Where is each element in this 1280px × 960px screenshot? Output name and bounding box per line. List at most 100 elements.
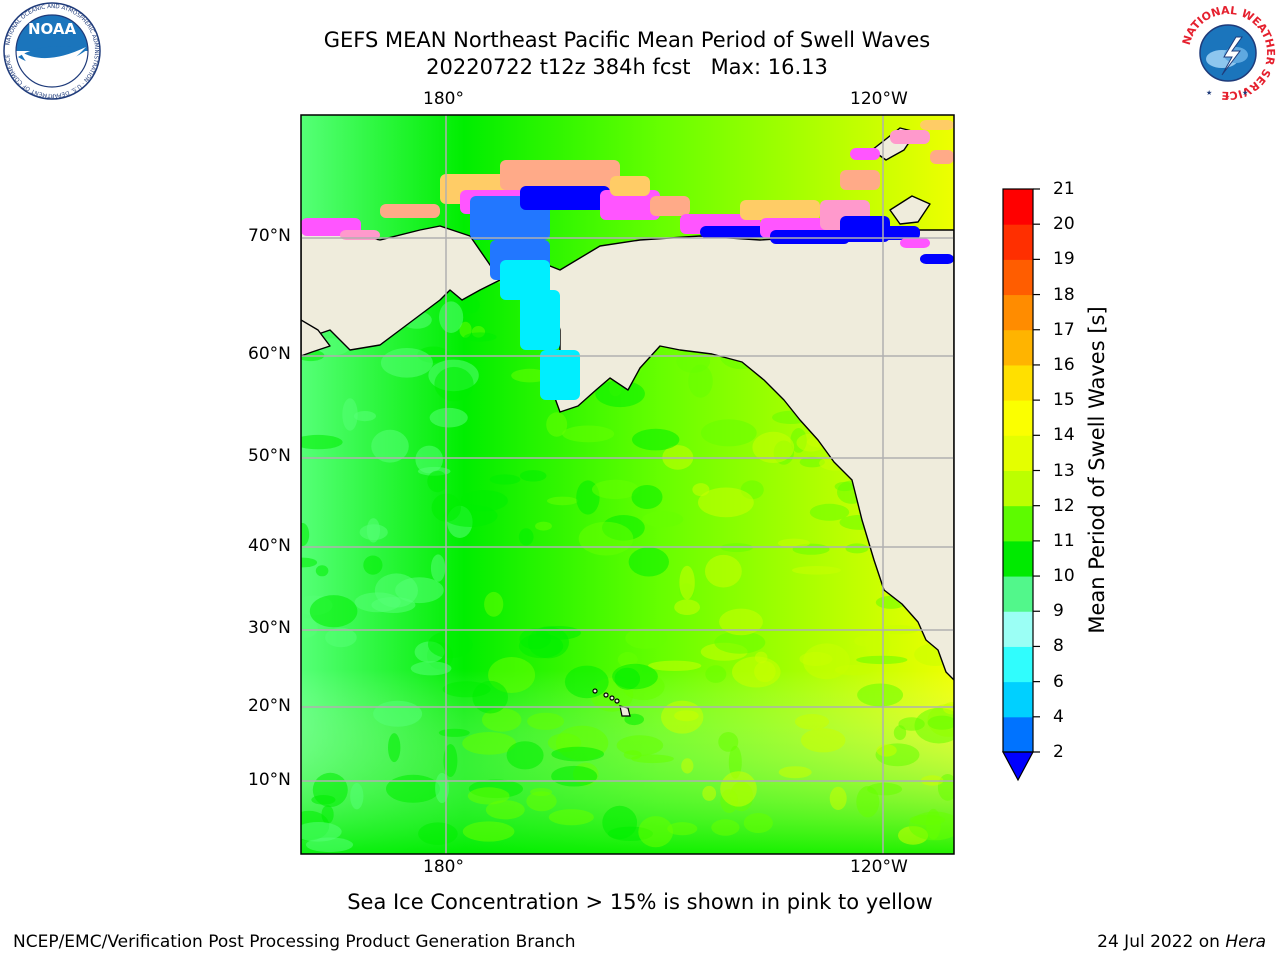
ocean-patch (865, 625, 891, 661)
colorbar-segment (1003, 540, 1033, 577)
ocean-patch (551, 746, 604, 762)
footer-date-text: 24 Jul 2022 on (1097, 932, 1226, 952)
ocean-patch (778, 766, 812, 779)
ocean-patch (834, 481, 855, 492)
colorbar-tick-label: 20 (1053, 214, 1075, 235)
ocean-patch (484, 591, 504, 617)
ocean-patch (711, 819, 740, 836)
colorbar-segment (1003, 259, 1033, 296)
ocean-patch (443, 504, 498, 527)
lat-label-60n: 60°N (248, 344, 291, 364)
colorbar-tick-label: 13 (1053, 460, 1075, 481)
ocean-patch (732, 656, 781, 688)
colorbar-segment (1003, 400, 1033, 436)
ocean-patch (350, 783, 364, 810)
ocean-patch (857, 683, 904, 707)
ocean-patch (427, 630, 473, 659)
ocean-patch (638, 816, 674, 848)
ocean-patch (718, 732, 739, 752)
ocean-patch (719, 608, 763, 636)
colorbar-extend-min (1001, 751, 1035, 782)
ocean-patch (353, 411, 376, 422)
ocean-patch (876, 744, 897, 757)
ocean-patch (427, 470, 448, 493)
footer-host: Hera (1225, 932, 1266, 952)
lat-label-30n: 30°N (248, 618, 291, 638)
ocean-patch (459, 321, 472, 338)
lon-label-bottom-120w: 120°W (850, 857, 908, 877)
sea-ice-patch (700, 226, 770, 238)
ocean-patch (481, 708, 522, 732)
land-arctic-islands-2 (889, 195, 931, 225)
ocean-patch (518, 528, 534, 546)
sea-ice-patch (920, 254, 954, 264)
ocean-patch (794, 714, 830, 730)
ocean-patch (714, 631, 766, 654)
ocean-patch (681, 758, 694, 774)
sea-ice-patch (890, 130, 930, 144)
ocean-patch (462, 821, 515, 842)
ocean-patch (301, 822, 342, 842)
ocean-patch (688, 364, 713, 398)
sea-ice-patch (520, 290, 560, 350)
ocean-patch (927, 715, 954, 730)
ocean-patch (856, 786, 880, 818)
colorbar-tick-label: 8 (1053, 636, 1064, 657)
sea-ice-patch (500, 160, 620, 190)
colorbar-tick-label: 18 (1053, 284, 1075, 305)
ocean-patch (612, 663, 658, 690)
ocean-patch (388, 733, 401, 763)
ocean-patch (799, 651, 833, 667)
ocean-patch (489, 474, 521, 485)
lat-label-20n: 20°N (248, 696, 291, 716)
sea-ice-patch (850, 148, 880, 160)
footer-branch: NCEP/EMC/Verification Post Processing Pr… (13, 932, 576, 952)
graticule (301, 115, 954, 854)
sea-ice-patch (770, 230, 850, 244)
colorbar-tick-label: 19 (1053, 249, 1075, 270)
ocean-patch (799, 456, 825, 468)
ocean-patch (617, 652, 638, 668)
lon-label-top-180: 180° (423, 89, 464, 109)
colorbar-segment (1003, 435, 1033, 471)
sea-ice-patch (880, 226, 920, 240)
sea-ice-patch (900, 238, 930, 248)
ocean-patch (702, 785, 717, 801)
lat-label-70n: 70°N (248, 226, 291, 246)
svg-text:★: ★ (1242, 89, 1248, 97)
svg-text:★: ★ (1206, 89, 1212, 97)
ocean-patch (602, 805, 638, 840)
sea-ice (301, 120, 954, 400)
ocean-patch (754, 651, 768, 664)
ocean-patch (674, 599, 700, 615)
sea-ice-patch (920, 120, 954, 130)
ocean-patch (705, 554, 742, 588)
ocean-patch (434, 366, 474, 402)
colorbar-tick-label: 17 (1053, 319, 1075, 340)
ocean-patch (301, 617, 318, 638)
ocean-patch (642, 511, 684, 528)
ocean-patch (462, 732, 516, 755)
colorbar-tick-label: 6 (1053, 671, 1064, 692)
sea-ice-patch (610, 176, 650, 196)
colorbar-segment (1003, 329, 1033, 366)
ocean-patch (325, 627, 357, 648)
ocean-patch (511, 368, 549, 383)
colorbar-segment (1003, 646, 1033, 683)
ocean-patch (463, 297, 480, 314)
ocean-patch (363, 555, 383, 575)
svg-text:★: ★ (1224, 93, 1230, 101)
colorbar-segment (1003, 224, 1033, 260)
ocean-patch (530, 788, 553, 796)
ocean-patch (591, 479, 639, 500)
lat-label-50n: 50°N (248, 446, 291, 466)
ocean-patch (506, 741, 544, 770)
ocean-patch (527, 712, 565, 730)
ocean-patch (472, 680, 509, 714)
colorbar-segment (1003, 470, 1033, 507)
ocean-patch (430, 554, 446, 582)
colorbar-segment (1003, 681, 1033, 718)
lon-label-bottom-180: 180° (423, 857, 464, 877)
colorbar-tick-label: 14 (1053, 425, 1075, 446)
